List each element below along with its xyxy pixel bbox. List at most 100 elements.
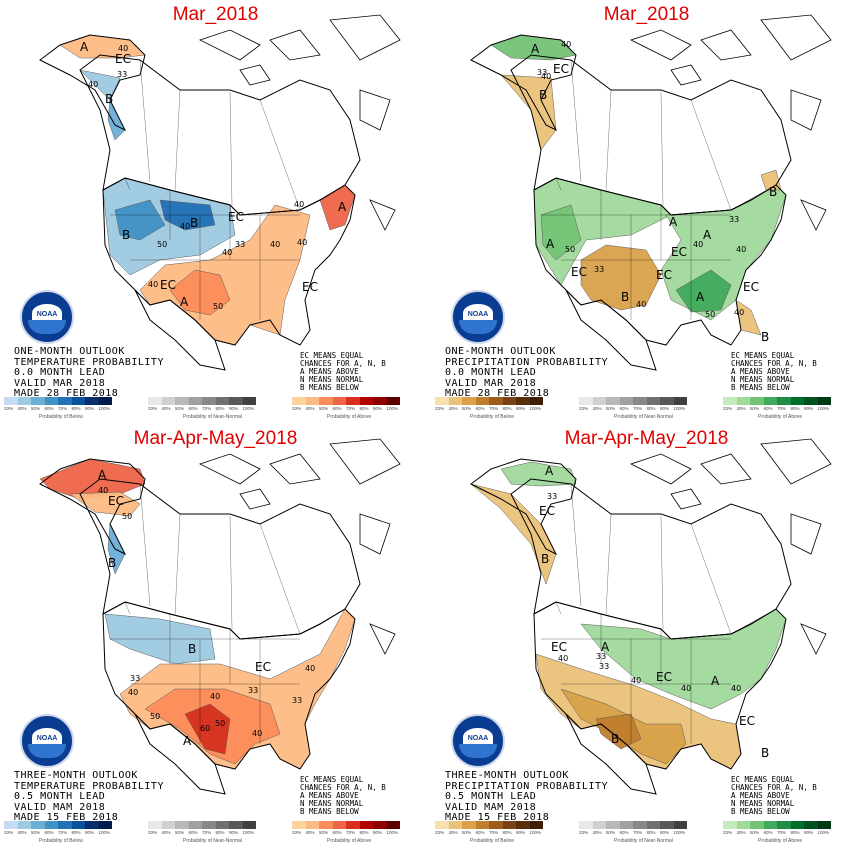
island (800, 199, 827, 231)
island (790, 89, 822, 131)
coastline (470, 458, 577, 556)
colorbar-tick: 70% (202, 406, 212, 411)
colorbar-swatch (673, 397, 687, 405)
colorbar-swatch (804, 397, 818, 405)
colorbar-swatch (489, 397, 503, 405)
outlook-text-line: TEMPERATURE PROBABILITY (14, 356, 164, 368)
colorbar-swatch (606, 821, 620, 829)
contour-label: 40 (118, 44, 129, 53)
colorbar-swatch (305, 397, 319, 405)
contour-label: 50 (215, 719, 226, 728)
outlook-text-line: VALID MAR 2018 (445, 377, 537, 389)
noaa-logo-icon: NOAA (451, 714, 505, 768)
contour-label: 40 (180, 222, 191, 231)
colorbar-tick: 90% (660, 830, 670, 835)
ec-legend-line: B MEANS BELOW (300, 807, 359, 816)
colorbar-caption: Probability of Near-Normal (183, 838, 242, 844)
outlook-text-line: ONE-MONTH OUTLOOK (445, 346, 556, 357)
colorbar-ticks: 33% 40% 50% 60% 70% 80% 90% 100% (292, 406, 400, 411)
island (760, 438, 832, 485)
probability-region (500, 461, 577, 487)
colorbar-tick: 70% (202, 830, 212, 835)
contour-label: 50 (150, 712, 161, 721)
map-svg (39, 438, 401, 795)
colorbar-tick: 70% (58, 830, 68, 835)
colorbar-swatch (790, 821, 804, 829)
colorbar-tick: 80% (790, 830, 800, 835)
colorbar-tick: 70% (633, 830, 643, 835)
below-label: B (541, 552, 550, 566)
colorbar-swatch (148, 397, 162, 405)
outlook-text-line: VALID MAM 2018 (14, 801, 106, 813)
contour-label: 33 (594, 265, 605, 274)
colorbar-swatch (516, 397, 530, 405)
colorbar-tick: 60% (619, 830, 629, 835)
colorbar-tick: 100% (673, 406, 686, 411)
colorbar-swatch (292, 821, 306, 829)
colorbar-swatch (736, 821, 750, 829)
colorbar-swatch (215, 397, 229, 405)
above-label: A (711, 674, 720, 688)
colorbar-swatch (386, 397, 400, 405)
colorbar-tick: 40% (592, 406, 602, 411)
colorbar-tick: 33% (4, 830, 14, 835)
colorbar-tick: 33% (579, 406, 589, 411)
colorbar-tick: 90% (804, 406, 814, 411)
colorbar-swatch (790, 397, 804, 405)
colorbar-tick: 50% (31, 830, 41, 835)
colorbar-tick: 33% (292, 406, 302, 411)
ec-legend-line: CHANCES FOR A, N, B (731, 359, 817, 368)
colorbar-tick: 100% (242, 406, 255, 411)
ec-label: EC (553, 62, 569, 76)
contour-label: 40 (731, 684, 742, 693)
colorbar-caption: Probability of Near-Normal (614, 414, 673, 420)
island (269, 453, 321, 485)
colorbar-swatch (435, 397, 449, 405)
ec-label: EC (302, 280, 318, 294)
probability-region (470, 483, 557, 585)
coastline (134, 289, 226, 371)
ec-label: EC (551, 640, 567, 654)
outlook-text-line: 0.0 MONTH LEAD (14, 367, 106, 378)
contour-label: 50 (705, 310, 716, 319)
contour-label: 40 (561, 40, 572, 49)
colorbar-swatch (462, 397, 476, 405)
colorbar-ticks: 33% 40% 50% 60% 70% 80% 90% 100% (292, 830, 400, 835)
colorbar-swatch (202, 821, 216, 829)
contour-label: 33 (130, 674, 141, 683)
contour-label: 40 (631, 676, 642, 685)
colorbar-swatch (332, 821, 346, 829)
colorbar-swatch (633, 821, 647, 829)
colorbar-ticks: 33% 40% 50% 60% 70% 80% 90% 100% (579, 406, 687, 411)
outlook-text-line: MADE 15 FEB 2018 (445, 812, 550, 823)
colorbar-swatch (319, 397, 333, 405)
colorbar-tick: 100% (98, 830, 111, 835)
below-label: B (769, 185, 778, 199)
contour-label: 40 (734, 308, 745, 317)
mexico-land (135, 290, 225, 370)
island (369, 623, 396, 655)
island (800, 623, 827, 655)
province-boundary (259, 523, 301, 635)
island (670, 488, 702, 510)
colorbar-tick: 50% (31, 406, 41, 411)
above-label: A (601, 640, 610, 654)
colorbar-swatch (292, 397, 306, 405)
above-label: A (545, 464, 554, 478)
colorbar-tick: 90% (229, 406, 239, 411)
colorbar-swatch (161, 397, 175, 405)
probability-region (500, 74, 557, 151)
colorbar-tick: 80% (215, 406, 225, 411)
below-label: B (108, 556, 117, 570)
ec-label: EC (108, 494, 124, 508)
colorbar-tick: 33% (435, 406, 445, 411)
probability-region (540, 204, 582, 261)
colorbar-swatch (319, 821, 333, 829)
colorbar-swatch (85, 821, 99, 829)
above-label: A (696, 290, 705, 304)
outlook-text-line: VALID MAR 2018 (14, 377, 106, 389)
outlook-text-line: 0.5 MONTH LEAD (14, 791, 106, 802)
contour-label: 40 (128, 688, 139, 697)
colorbar-tick: 90% (516, 406, 526, 411)
outlook-text-line: PRECIPITATION PROBABILITY (445, 356, 609, 368)
